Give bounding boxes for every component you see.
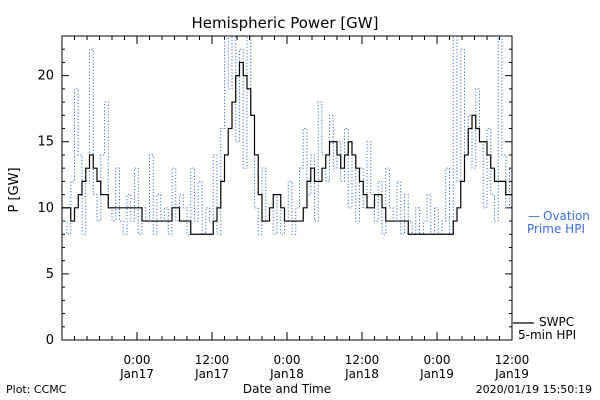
plot-area-frame bbox=[61, 35, 513, 341]
x-tick-label-time: 0:00 bbox=[274, 353, 301, 367]
y-tick-label: 5 bbox=[46, 267, 54, 282]
x-tick-label-date: Jan19 bbox=[419, 367, 454, 381]
legend-swpc-label-line1: SWPC bbox=[539, 315, 574, 329]
x-tick-label-date: Jan19 bbox=[494, 367, 529, 381]
x-axis-label: Date and Time bbox=[243, 382, 331, 396]
y-tick-label: 20 bbox=[37, 69, 54, 84]
x-tick-label-time: 12:00 bbox=[495, 353, 530, 367]
legend-swpc-label-line2: 5-min HPI bbox=[518, 328, 576, 342]
x-tick-label-time: 12:00 bbox=[195, 353, 230, 367]
y-tick-label: 0 bbox=[46, 333, 54, 348]
legend-ovation-marker: — bbox=[528, 209, 540, 223]
x-tick-label-date: Jan18 bbox=[344, 367, 379, 381]
x-tick-label-time: 0:00 bbox=[424, 353, 451, 367]
legend-ovation-label-line1: Ovation bbox=[543, 209, 590, 223]
x-tick-label-date: Jan18 bbox=[269, 367, 304, 381]
x-tick-label-date: Jan17 bbox=[119, 367, 154, 381]
y-tick-label: 15 bbox=[37, 135, 54, 150]
x-tick-label-time: 12:00 bbox=[345, 353, 380, 367]
x-tick-label-date: Jan17 bbox=[194, 367, 229, 381]
series-line-swpc-5min-hpi bbox=[62, 61, 512, 235]
legend: — Ovation Prime HPI SWPC 5-min HPI bbox=[513, 209, 590, 342]
x-tick-label-time: 0:00 bbox=[124, 353, 151, 367]
chart-title: Hemispheric Power [GW] bbox=[192, 14, 379, 32]
x-axis: 0:00Jan1712:00Jan170:00Jan1812:00Jan180:… bbox=[74, 36, 530, 381]
legend-ovation-label-line2: Prime HPI bbox=[527, 222, 585, 236]
plot-credit: Plot: CCMC bbox=[6, 383, 67, 396]
y-tick-label: 10 bbox=[37, 201, 54, 216]
timestamp: 2020/01/19 15:50:19 bbox=[476, 383, 592, 396]
series-line-ovation-prime-hpi bbox=[62, 36, 512, 235]
y-axis-label: P [GW] bbox=[7, 167, 22, 212]
